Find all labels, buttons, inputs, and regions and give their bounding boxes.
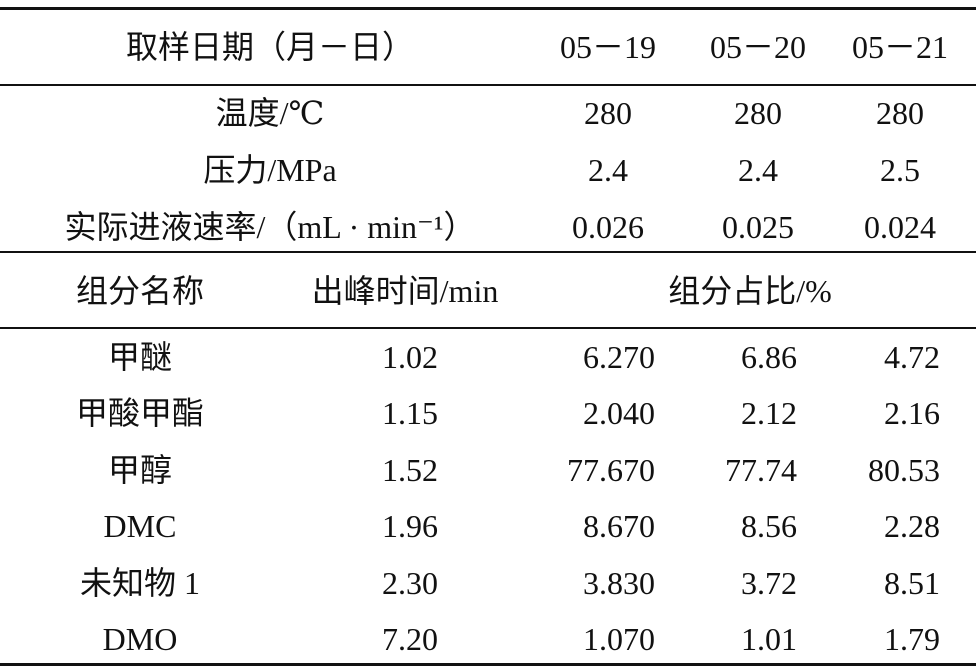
retention-time: 1.02	[382, 339, 438, 375]
component-share: 1.01	[741, 621, 797, 657]
component-share: 8.670	[583, 508, 655, 545]
top-rule	[0, 7, 976, 10]
component-share: 6.270	[583, 339, 655, 375]
subheader-name: 组分名称	[75, 273, 204, 309]
condition-label: 实际进液速率/（mL · min⁻¹）	[64, 209, 476, 245]
condition-label: 压力/MPa	[203, 152, 337, 188]
header-date: 05－21	[851, 29, 948, 65]
retention-time: 1.15	[382, 395, 438, 432]
header-rule	[0, 84, 976, 86]
condition-value: 280	[584, 95, 632, 131]
component-share: 6.86	[741, 339, 797, 375]
condition-value: 280	[876, 95, 924, 131]
condition-value: 0.024	[864, 209, 936, 245]
component-share: 3.830	[583, 564, 655, 601]
retention-time: 2.30	[382, 564, 438, 601]
subheader-time: 出峰时间/min	[311, 273, 499, 309]
component-share: 1.79	[884, 621, 940, 657]
subheader-share: 组分占比/%	[668, 273, 832, 309]
header-label: 取样日期（月－日）	[125, 29, 414, 65]
component-share: 3.72	[741, 564, 797, 601]
condition-value: 280	[734, 95, 782, 131]
component-share: 2.16	[884, 395, 940, 432]
section-rule	[0, 251, 976, 253]
component-share: 1.070	[583, 621, 655, 657]
component-name: 甲酸甲酯	[75, 395, 204, 432]
retention-time: 1.96	[382, 508, 438, 545]
component-share: 77.74	[725, 451, 797, 488]
component-share: 8.51	[884, 564, 940, 601]
condition-value: 2.4	[738, 152, 778, 188]
condition-value: 0.026	[572, 209, 644, 245]
condition-value: 0.025	[722, 209, 794, 245]
component-share: 2.12	[741, 395, 797, 432]
header-date: 05－19	[559, 29, 656, 65]
retention-time: 1.52	[382, 451, 438, 488]
component-share: 2.040	[583, 395, 655, 432]
retention-time: 7.20	[382, 621, 438, 657]
component-name: DMC	[103, 508, 177, 545]
component-name: 未知物 1	[79, 564, 200, 601]
condition-value: 2.5	[880, 152, 920, 188]
component-name: DMO	[102, 621, 178, 657]
component-share: 2.28	[884, 508, 940, 545]
component-share: 80.53	[868, 451, 940, 488]
component-name: 甲醇	[107, 451, 172, 488]
component-share: 8.56	[741, 508, 797, 545]
header-date: 05－20	[709, 29, 806, 65]
subheader-rule	[0, 327, 976, 329]
component-share: 77.670	[567, 451, 655, 488]
component-share: 4.72	[884, 339, 940, 375]
bottom-rule	[0, 663, 976, 666]
component-name: 甲醚	[107, 339, 172, 375]
condition-label: 温度/℃	[215, 95, 325, 131]
condition-value: 2.4	[588, 152, 628, 188]
